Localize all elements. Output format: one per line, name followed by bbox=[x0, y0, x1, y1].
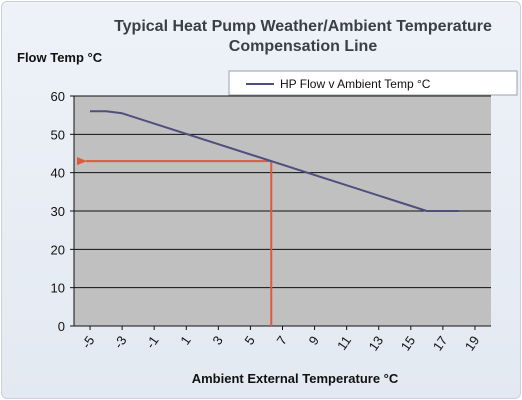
grid-lines bbox=[70, 95, 491, 327]
y-tick-label: 30 bbox=[51, 204, 65, 219]
x-tick-label: 3 bbox=[209, 333, 225, 348]
x-tick-label: -1 bbox=[143, 333, 162, 351]
legend-box bbox=[228, 70, 518, 96]
x-tick-label: 19 bbox=[462, 333, 483, 353]
y-axis-label: Flow Temp °C bbox=[17, 50, 103, 65]
x-tick-labels: -5 -3 -1 1 3 5 7 9 11 13 15 17 19 bbox=[79, 326, 483, 354]
series-layer bbox=[90, 110, 459, 212]
chart-title-line-2: Compensation Line bbox=[229, 38, 378, 55]
x-tick-label: 15 bbox=[398, 333, 419, 353]
x-tick-label: 13 bbox=[366, 333, 387, 353]
y-tick-label: 0 bbox=[58, 319, 65, 334]
series-line-0 bbox=[90, 110, 459, 212]
x-tick-label: 11 bbox=[334, 333, 354, 353]
x-tick-label: 1 bbox=[177, 333, 193, 348]
legend-label: HP Flow v Ambient Temp °C bbox=[280, 77, 431, 91]
annotation-layer bbox=[77, 157, 273, 326]
y-tick-label: 10 bbox=[51, 281, 65, 296]
x-tick-label: 7 bbox=[274, 333, 290, 348]
x-tick-label: 5 bbox=[241, 333, 257, 348]
x-tick-label: -3 bbox=[111, 333, 130, 351]
chart-title-line-1: Typical Heat Pump Weather/Ambient Temper… bbox=[114, 18, 492, 35]
x-axis-label: Ambient External Temperature °C bbox=[192, 371, 399, 386]
y-tick-label: 50 bbox=[51, 127, 65, 142]
y-tick-label: 40 bbox=[51, 166, 65, 181]
y-tick-label: 60 bbox=[51, 89, 65, 104]
y-tick-label: 20 bbox=[51, 242, 65, 257]
x-tick-label: 17 bbox=[430, 333, 451, 353]
legend: HP Flow v Ambient Temp °C bbox=[228, 70, 518, 96]
y-tick-labels: 0 10 20 30 40 50 60 bbox=[51, 89, 65, 334]
x-tick-label: -5 bbox=[79, 333, 98, 351]
x-tick-label: 9 bbox=[306, 333, 322, 348]
